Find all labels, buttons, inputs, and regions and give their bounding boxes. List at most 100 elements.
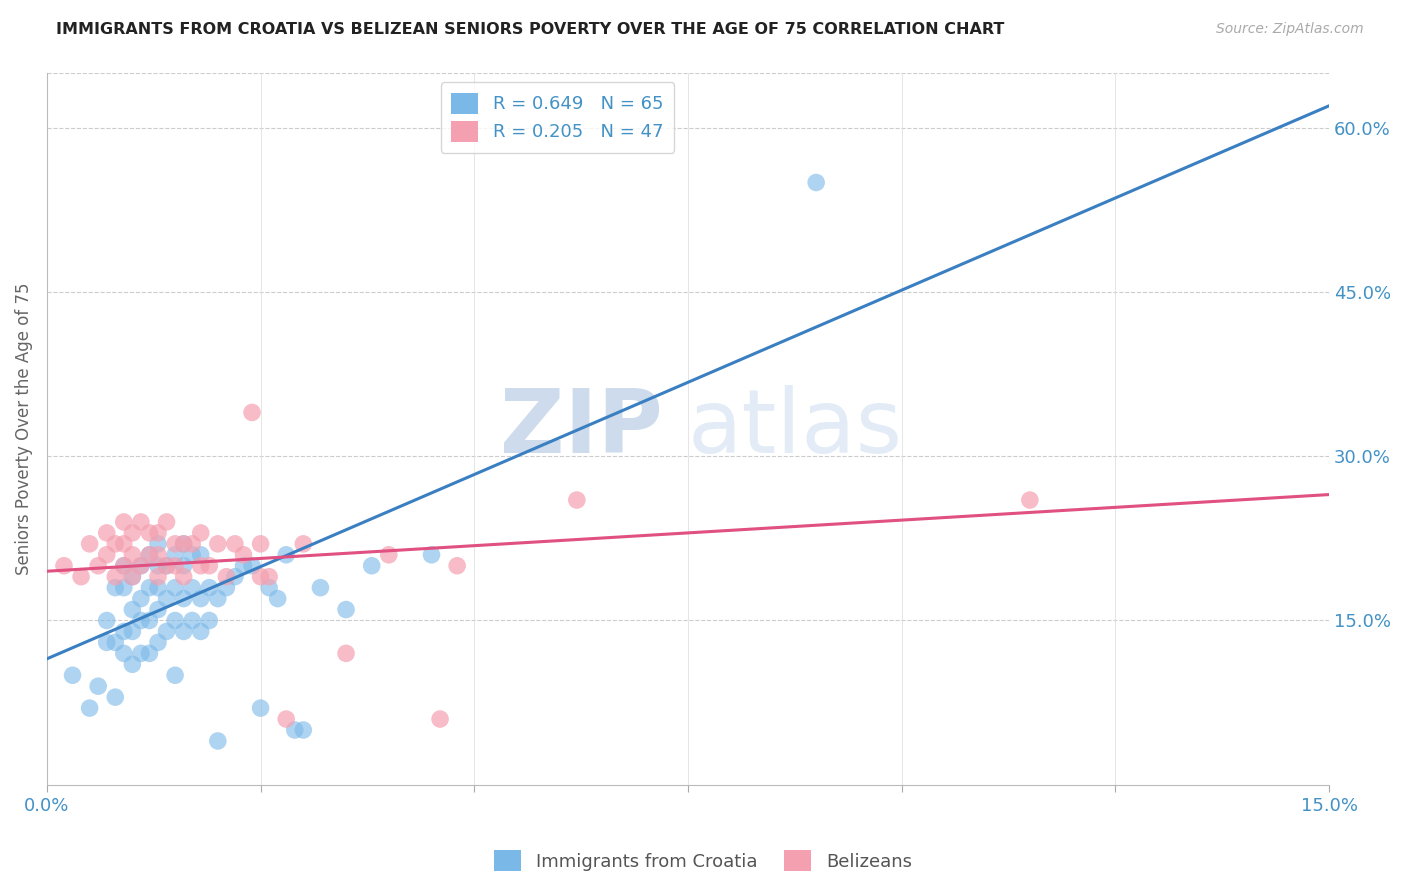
Point	[224, 537, 246, 551]
Point	[181, 614, 204, 628]
Point	[165, 548, 187, 562]
Text: atlas: atlas	[688, 385, 903, 473]
Point	[335, 646, 357, 660]
Point	[138, 646, 160, 660]
Point	[232, 548, 254, 562]
Point	[138, 581, 160, 595]
Point	[190, 624, 212, 639]
Point	[292, 537, 315, 551]
Point	[429, 712, 451, 726]
Point	[104, 537, 127, 551]
Point	[155, 591, 177, 606]
Point	[257, 581, 280, 595]
Point	[207, 591, 229, 606]
Point	[53, 558, 76, 573]
Point	[79, 537, 101, 551]
Point	[360, 558, 382, 573]
Point	[121, 624, 143, 639]
Point	[215, 570, 238, 584]
Point	[87, 679, 110, 693]
Point	[165, 668, 187, 682]
Point	[155, 558, 177, 573]
Point	[87, 558, 110, 573]
Point	[96, 635, 118, 649]
Point	[96, 614, 118, 628]
Point	[96, 525, 118, 540]
Point	[276, 712, 298, 726]
Point	[173, 591, 195, 606]
Point	[121, 570, 143, 584]
Point	[190, 525, 212, 540]
Point	[173, 537, 195, 551]
Point	[804, 176, 827, 190]
Point	[112, 646, 135, 660]
Point	[112, 515, 135, 529]
Point	[146, 525, 169, 540]
Point	[121, 548, 143, 562]
Point	[79, 701, 101, 715]
Point	[1018, 493, 1040, 508]
Point	[173, 558, 195, 573]
Text: Source: ZipAtlas.com: Source: ZipAtlas.com	[1216, 22, 1364, 37]
Point	[420, 548, 443, 562]
Point	[129, 591, 152, 606]
Point	[249, 701, 271, 715]
Point	[112, 558, 135, 573]
Point	[165, 614, 187, 628]
Point	[104, 581, 127, 595]
Point	[146, 558, 169, 573]
Legend: R = 0.649   N = 65, R = 0.205   N = 47: R = 0.649 N = 65, R = 0.205 N = 47	[440, 82, 675, 153]
Point	[249, 570, 271, 584]
Point	[207, 734, 229, 748]
Point	[190, 558, 212, 573]
Point	[112, 581, 135, 595]
Point	[198, 558, 221, 573]
Point	[165, 537, 187, 551]
Point	[104, 635, 127, 649]
Point	[292, 723, 315, 737]
Point	[121, 570, 143, 584]
Point	[165, 581, 187, 595]
Point	[121, 525, 143, 540]
Point	[146, 548, 169, 562]
Point	[207, 537, 229, 551]
Point	[155, 515, 177, 529]
Point	[62, 668, 84, 682]
Point	[224, 570, 246, 584]
Point	[215, 581, 238, 595]
Point	[112, 624, 135, 639]
Point	[165, 558, 187, 573]
Point	[378, 548, 401, 562]
Point	[181, 581, 204, 595]
Point	[138, 525, 160, 540]
Point	[266, 591, 288, 606]
Point	[309, 581, 332, 595]
Point	[146, 581, 169, 595]
Point	[129, 558, 152, 573]
Point	[146, 537, 169, 551]
Point	[565, 493, 588, 508]
Point	[240, 558, 263, 573]
Point	[146, 570, 169, 584]
Point	[112, 537, 135, 551]
Point	[335, 602, 357, 616]
Point	[121, 602, 143, 616]
Point	[96, 548, 118, 562]
Point	[240, 405, 263, 419]
Point	[173, 570, 195, 584]
Point	[198, 614, 221, 628]
Point	[104, 690, 127, 705]
Point	[198, 581, 221, 595]
Point	[155, 558, 177, 573]
Y-axis label: Seniors Poverty Over the Age of 75: Seniors Poverty Over the Age of 75	[15, 283, 32, 575]
Point	[190, 548, 212, 562]
Point	[146, 635, 169, 649]
Point	[129, 515, 152, 529]
Point	[232, 558, 254, 573]
Point	[70, 570, 93, 584]
Point	[284, 723, 307, 737]
Point	[190, 591, 212, 606]
Point	[138, 548, 160, 562]
Text: ZIP: ZIP	[499, 385, 662, 473]
Point	[138, 614, 160, 628]
